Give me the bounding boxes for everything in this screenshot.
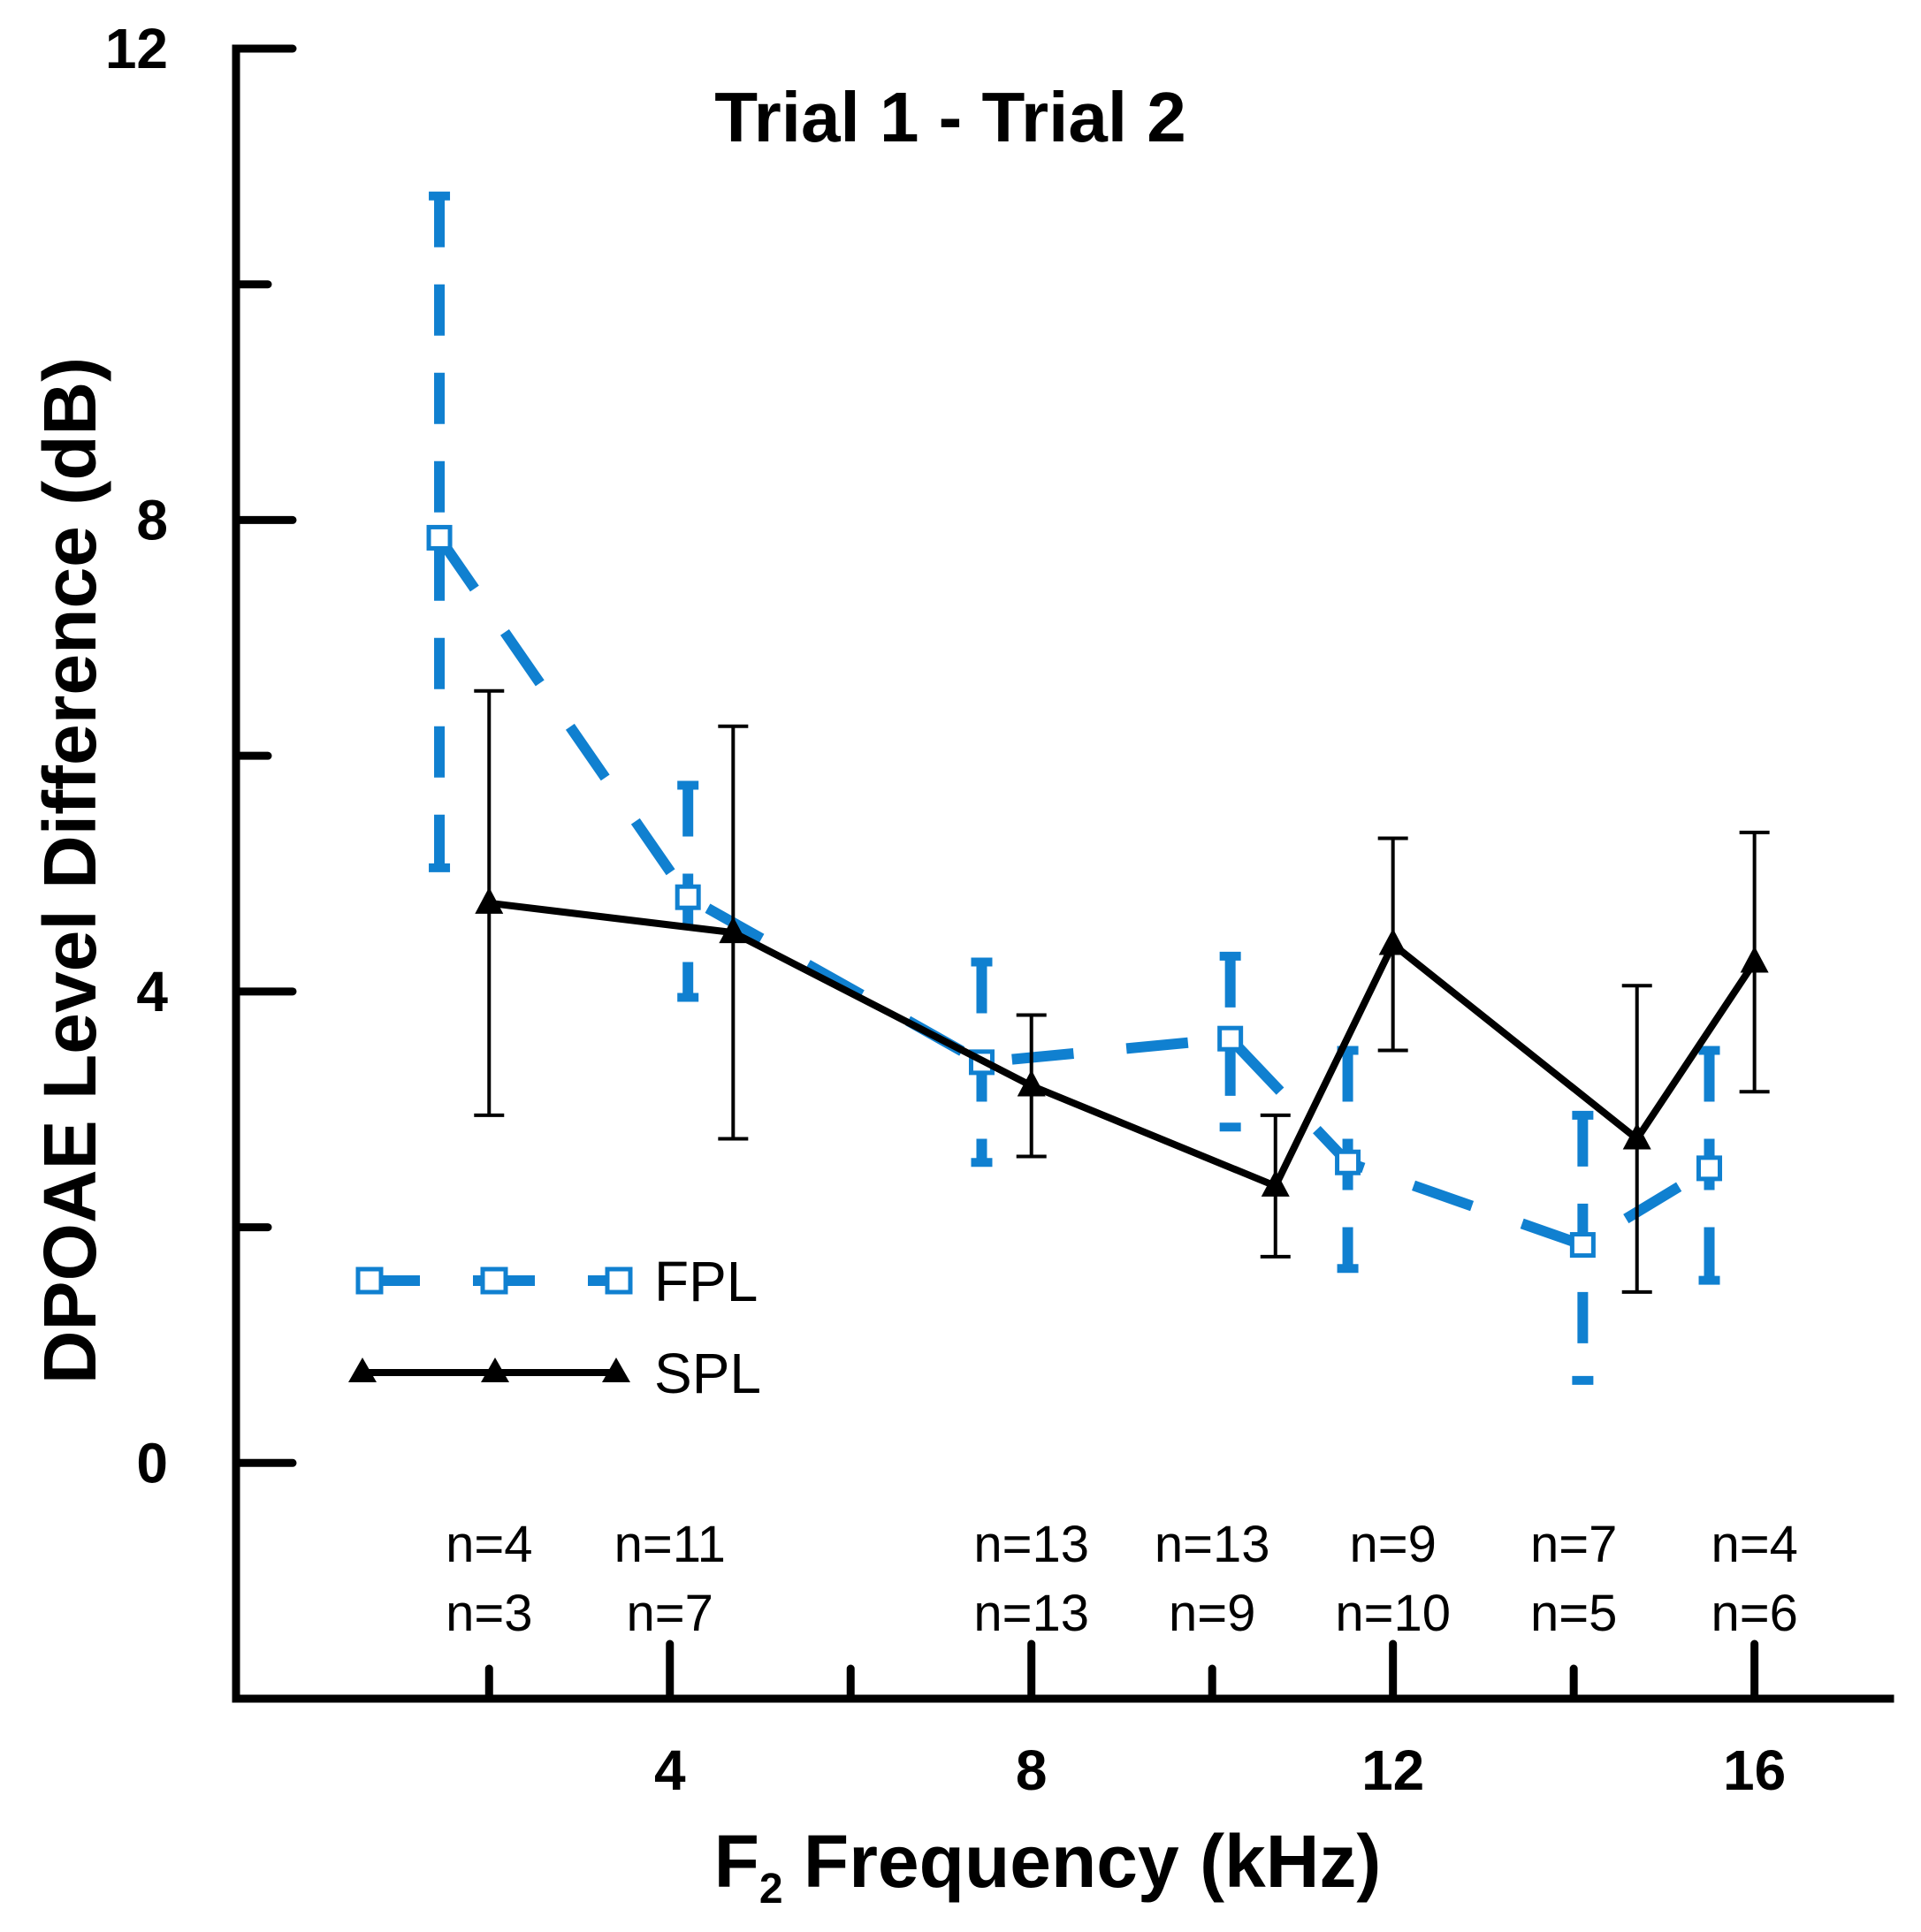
n-label-bottom: n=3 [446, 1585, 532, 1642]
x-tick-label: 4 [654, 1738, 686, 1802]
spl-point [1378, 928, 1407, 955]
n-label-bottom: n=7 [627, 1585, 713, 1642]
spl-point [1261, 1169, 1290, 1197]
n-label-top: n=7 [1530, 1516, 1617, 1573]
n-label-bottom: n=13 [973, 1585, 1089, 1642]
y-tick-label: 4 [136, 960, 168, 1023]
legend-fpl-marker [355, 1266, 384, 1295]
fpl-point [1335, 1149, 1361, 1175]
legend: FPL SPL [348, 1250, 761, 1405]
n-label-bottom: n=5 [1530, 1585, 1617, 1642]
n-label-bottom: n=6 [1711, 1585, 1797, 1642]
n-label-top: n=9 [1349, 1516, 1436, 1573]
spl-point [719, 917, 748, 944]
fpl-point [1696, 1155, 1723, 1182]
fpl-point [426, 524, 453, 551]
n-label-top: n=13 [973, 1516, 1089, 1573]
chart-title: Trial 1 - Trial 2 [714, 78, 1186, 156]
y-axis-title: DPOAE Level Difference (dB) [28, 357, 111, 1384]
x-tick-label: 12 [1361, 1738, 1424, 1802]
y-tick-label: 8 [136, 488, 168, 551]
y-tick-label: 0 [136, 1431, 168, 1495]
x-axis-title-main: F [714, 1820, 759, 1903]
legend-fpl-marker [480, 1266, 508, 1295]
y-tick-label: 12 [105, 17, 168, 80]
sample-size-labels: n=4 n=3 n=11 n=7 n=13 n=13 n=13 n=9 n=9 n=10 n=7 n=… [446, 1516, 1798, 1642]
legend-spl-marker [481, 1358, 509, 1382]
series-layer [426, 191, 1770, 1385]
spl-point [1017, 1069, 1046, 1097]
spl-series [474, 688, 1770, 1294]
x-axis-title-rest: Frequency (kHz) [783, 1820, 1382, 1903]
legend-spl-marker [348, 1358, 377, 1382]
x-tick-label: 16 [1723, 1738, 1786, 1802]
spl-point [1740, 946, 1769, 973]
fpl-series [426, 191, 1723, 1385]
fpl-point [675, 884, 701, 910]
spl-line [488, 899, 1757, 1191]
axes: 0 4 8 12 4 8 12 16 [105, 17, 1894, 1802]
x-axis-title: F2 Frequency (kHz) [714, 1820, 1382, 1913]
x-axis-title-subscript: 2 [759, 1866, 783, 1913]
fpl-point [1217, 1025, 1244, 1052]
legend-fpl-label: FPL [654, 1250, 758, 1313]
fpl-point [1569, 1232, 1596, 1259]
n-label-bottom: n=10 [1335, 1585, 1451, 1642]
y-ticks: 0 4 8 12 [105, 17, 297, 1495]
legend-spl-label: SPL [654, 1342, 761, 1405]
n-label-top: n=4 [446, 1516, 532, 1573]
n-label-top: n=11 [614, 1516, 726, 1573]
x-tick-label: 8 [1016, 1738, 1048, 1802]
fpl-line [435, 535, 1712, 1251]
spl-point [1622, 1122, 1651, 1150]
legend-fpl-marker [605, 1266, 633, 1295]
spl-point [475, 886, 504, 914]
x-ticks: 4 8 12 16 [484, 1639, 1786, 1802]
legend-spl-marker [602, 1358, 630, 1382]
n-label-top: n=13 [1155, 1516, 1270, 1573]
n-label-bottom: n=9 [1169, 1585, 1255, 1642]
n-label-top: n=4 [1711, 1516, 1797, 1573]
